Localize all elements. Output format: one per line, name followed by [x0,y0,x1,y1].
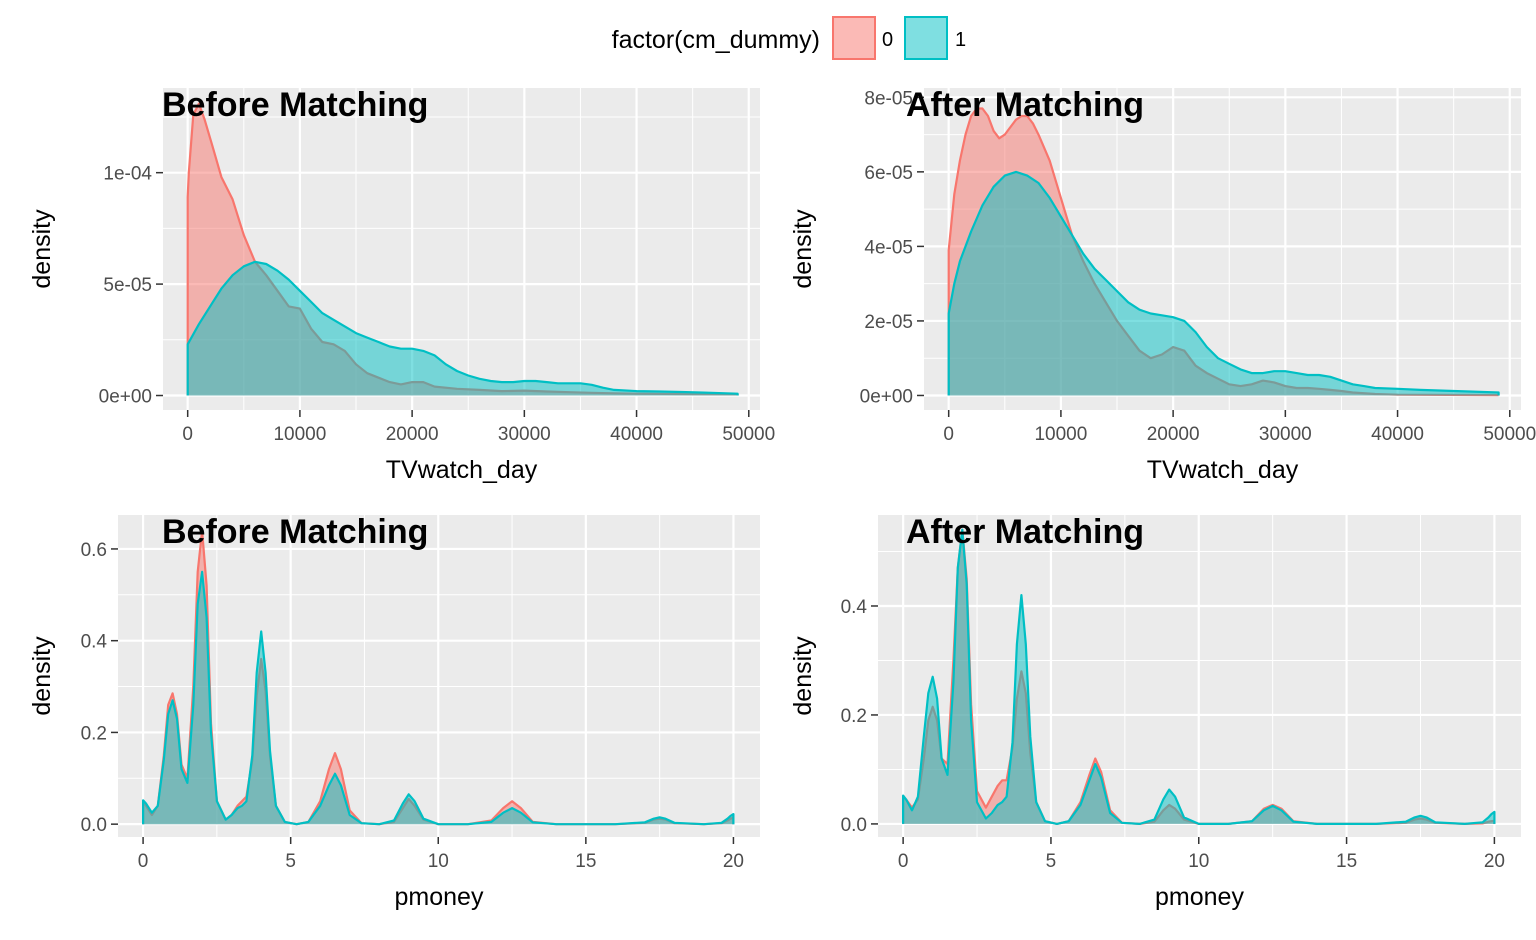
density-area-1 [143,571,734,825]
x-tick-label: 5 [1046,851,1057,872]
density-area-1 [903,529,1495,824]
x-axis-title: TVwatch_day [386,456,538,484]
panel-title: After Matching [906,513,1144,551]
x-tick-label: 30000 [1259,424,1312,445]
y-tick-label: 0.4 [841,597,868,618]
chart-panel-2: 0 10000 20000 30000 40000 50000 0e+00 2e-05 4e-0… [789,86,1536,484]
y-tick-label: 0.2 [841,706,867,727]
x-tick-label: 5 [285,851,296,872]
panel-title: Before Matching [162,513,428,551]
x-tick-label: 50000 [722,424,775,445]
y-tick-label: 6e-05 [864,163,913,184]
x-tick-label: 30000 [498,424,551,445]
y-tick-label: 8e-05 [864,88,913,109]
x-tick-label: 0 [898,851,909,872]
density-area-1 [187,261,738,396]
x-tick-label: 40000 [610,424,663,445]
x-tick-label: 40000 [1371,424,1424,445]
x-tick-label: 10000 [1034,424,1087,445]
density-line-1 [901,528,1496,826]
y-tick-label: 0.4 [81,632,108,653]
x-tick-label: 15 [575,851,596,872]
y-tick-label: 0.0 [81,815,107,836]
y-tick-label: 0.6 [81,540,107,561]
legend-key-0 [832,16,876,60]
x-tick-label: 20000 [1147,424,1200,445]
legend: factor(cm_dummy) 0 1 [612,16,966,60]
chart-panel-4: 0 5 10 15 20 0.0 0.2 0.4 pmoney density After Matc… [789,513,1521,911]
density-area-1 [948,171,1499,396]
density-line-1 [186,260,739,396]
x-tick-label: 15 [1336,851,1357,872]
x-tick-label: 0 [943,424,954,445]
density-line-1 [947,170,1500,396]
y-tick-label: 0e+00 [99,387,152,408]
y-axis-title: density [28,209,56,289]
density-line-1 [142,570,735,826]
y-tick-label: 5e-05 [103,275,152,296]
y-tick-label: 0.0 [841,815,867,836]
x-tick-label: 20000 [386,424,439,445]
x-axis-title: TVwatch_day [1147,456,1299,484]
legend-key-1 [904,16,948,60]
x-tick-label: 10000 [273,424,326,445]
y-axis-title: density [789,636,817,716]
y-tick-label: 0.2 [81,723,107,744]
panel-title: After Matching [906,86,1144,124]
legend-title: factor(cm_dummy) [612,26,820,54]
y-tick-label: 0e+00 [860,386,913,407]
x-tick-label: 10 [428,851,449,872]
y-tick-label: 2e-05 [864,312,913,333]
legend-label-0: 0 [882,29,893,51]
y-axis-title: density [28,636,56,716]
x-tick-label: 10 [1188,851,1209,872]
x-tick-label: 20 [1484,851,1505,872]
chart-panel-1: 0 10000 20000 30000 40000 50000 0e+00 5e-05 1e-0… [28,86,775,484]
y-axis-title: density [789,209,817,289]
y-tick-label: 4e-05 [864,237,913,258]
legend-entry-1: 1 [904,16,966,60]
legend-label-1: 1 [955,29,966,51]
x-tick-label: 20 [723,851,744,872]
x-tick-label: 0 [138,851,149,872]
x-tick-label: 0 [182,424,193,445]
x-axis-title: pmoney [1155,883,1244,911]
x-axis-title: pmoney [395,883,484,911]
chart-panel-3: 0 5 10 15 20 0.0 0.2 0.4 0.6 pmoney density Before … [28,513,760,911]
panel-title: Before Matching [162,86,428,124]
y-tick-label: 1e-04 [103,164,152,185]
legend-entry-0: 0 [832,16,893,60]
x-tick-label: 50000 [1483,424,1536,445]
